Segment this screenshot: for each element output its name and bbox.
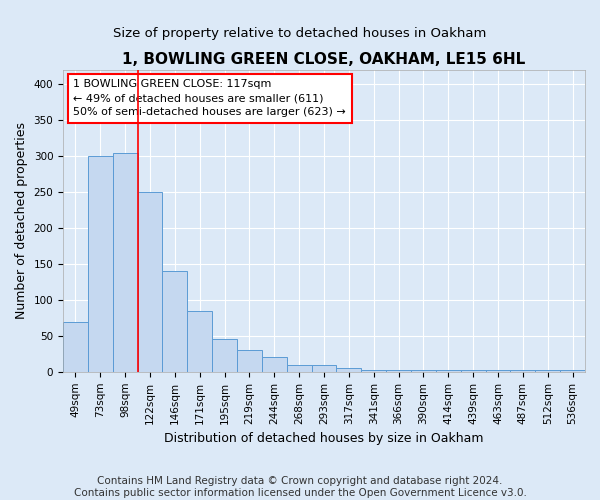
Bar [386,370,411,372]
Bar [337,368,361,372]
Title: 1, BOWLING GREEN CLOSE, OAKHAM, LE15 6HL: 1, BOWLING GREEN CLOSE, OAKHAM, LE15 6HL [122,52,526,68]
Bar [187,310,212,372]
Text: Contains HM Land Registry data © Crown copyright and database right 2024.
Contai: Contains HM Land Registry data © Crown c… [74,476,526,498]
Bar [88,156,113,372]
Bar [560,370,585,372]
Bar [361,370,386,372]
Bar [212,340,237,372]
Bar [113,152,137,372]
Bar [237,350,262,372]
Bar [163,271,187,372]
Bar [411,370,436,372]
Bar [461,370,485,372]
X-axis label: Distribution of detached houses by size in Oakham: Distribution of detached houses by size … [164,432,484,445]
Bar [436,370,461,372]
Bar [63,322,88,372]
Bar [485,370,511,372]
Y-axis label: Number of detached properties: Number of detached properties [15,122,28,320]
Bar [262,358,287,372]
Text: Size of property relative to detached houses in Oakham: Size of property relative to detached ho… [113,28,487,40]
Bar [535,370,560,372]
Text: 1 BOWLING GREEN CLOSE: 117sqm
← 49% of detached houses are smaller (611)
50% of : 1 BOWLING GREEN CLOSE: 117sqm ← 49% of d… [73,79,346,117]
Bar [287,364,311,372]
Bar [511,370,535,372]
Bar [311,364,337,372]
Bar [137,192,163,372]
